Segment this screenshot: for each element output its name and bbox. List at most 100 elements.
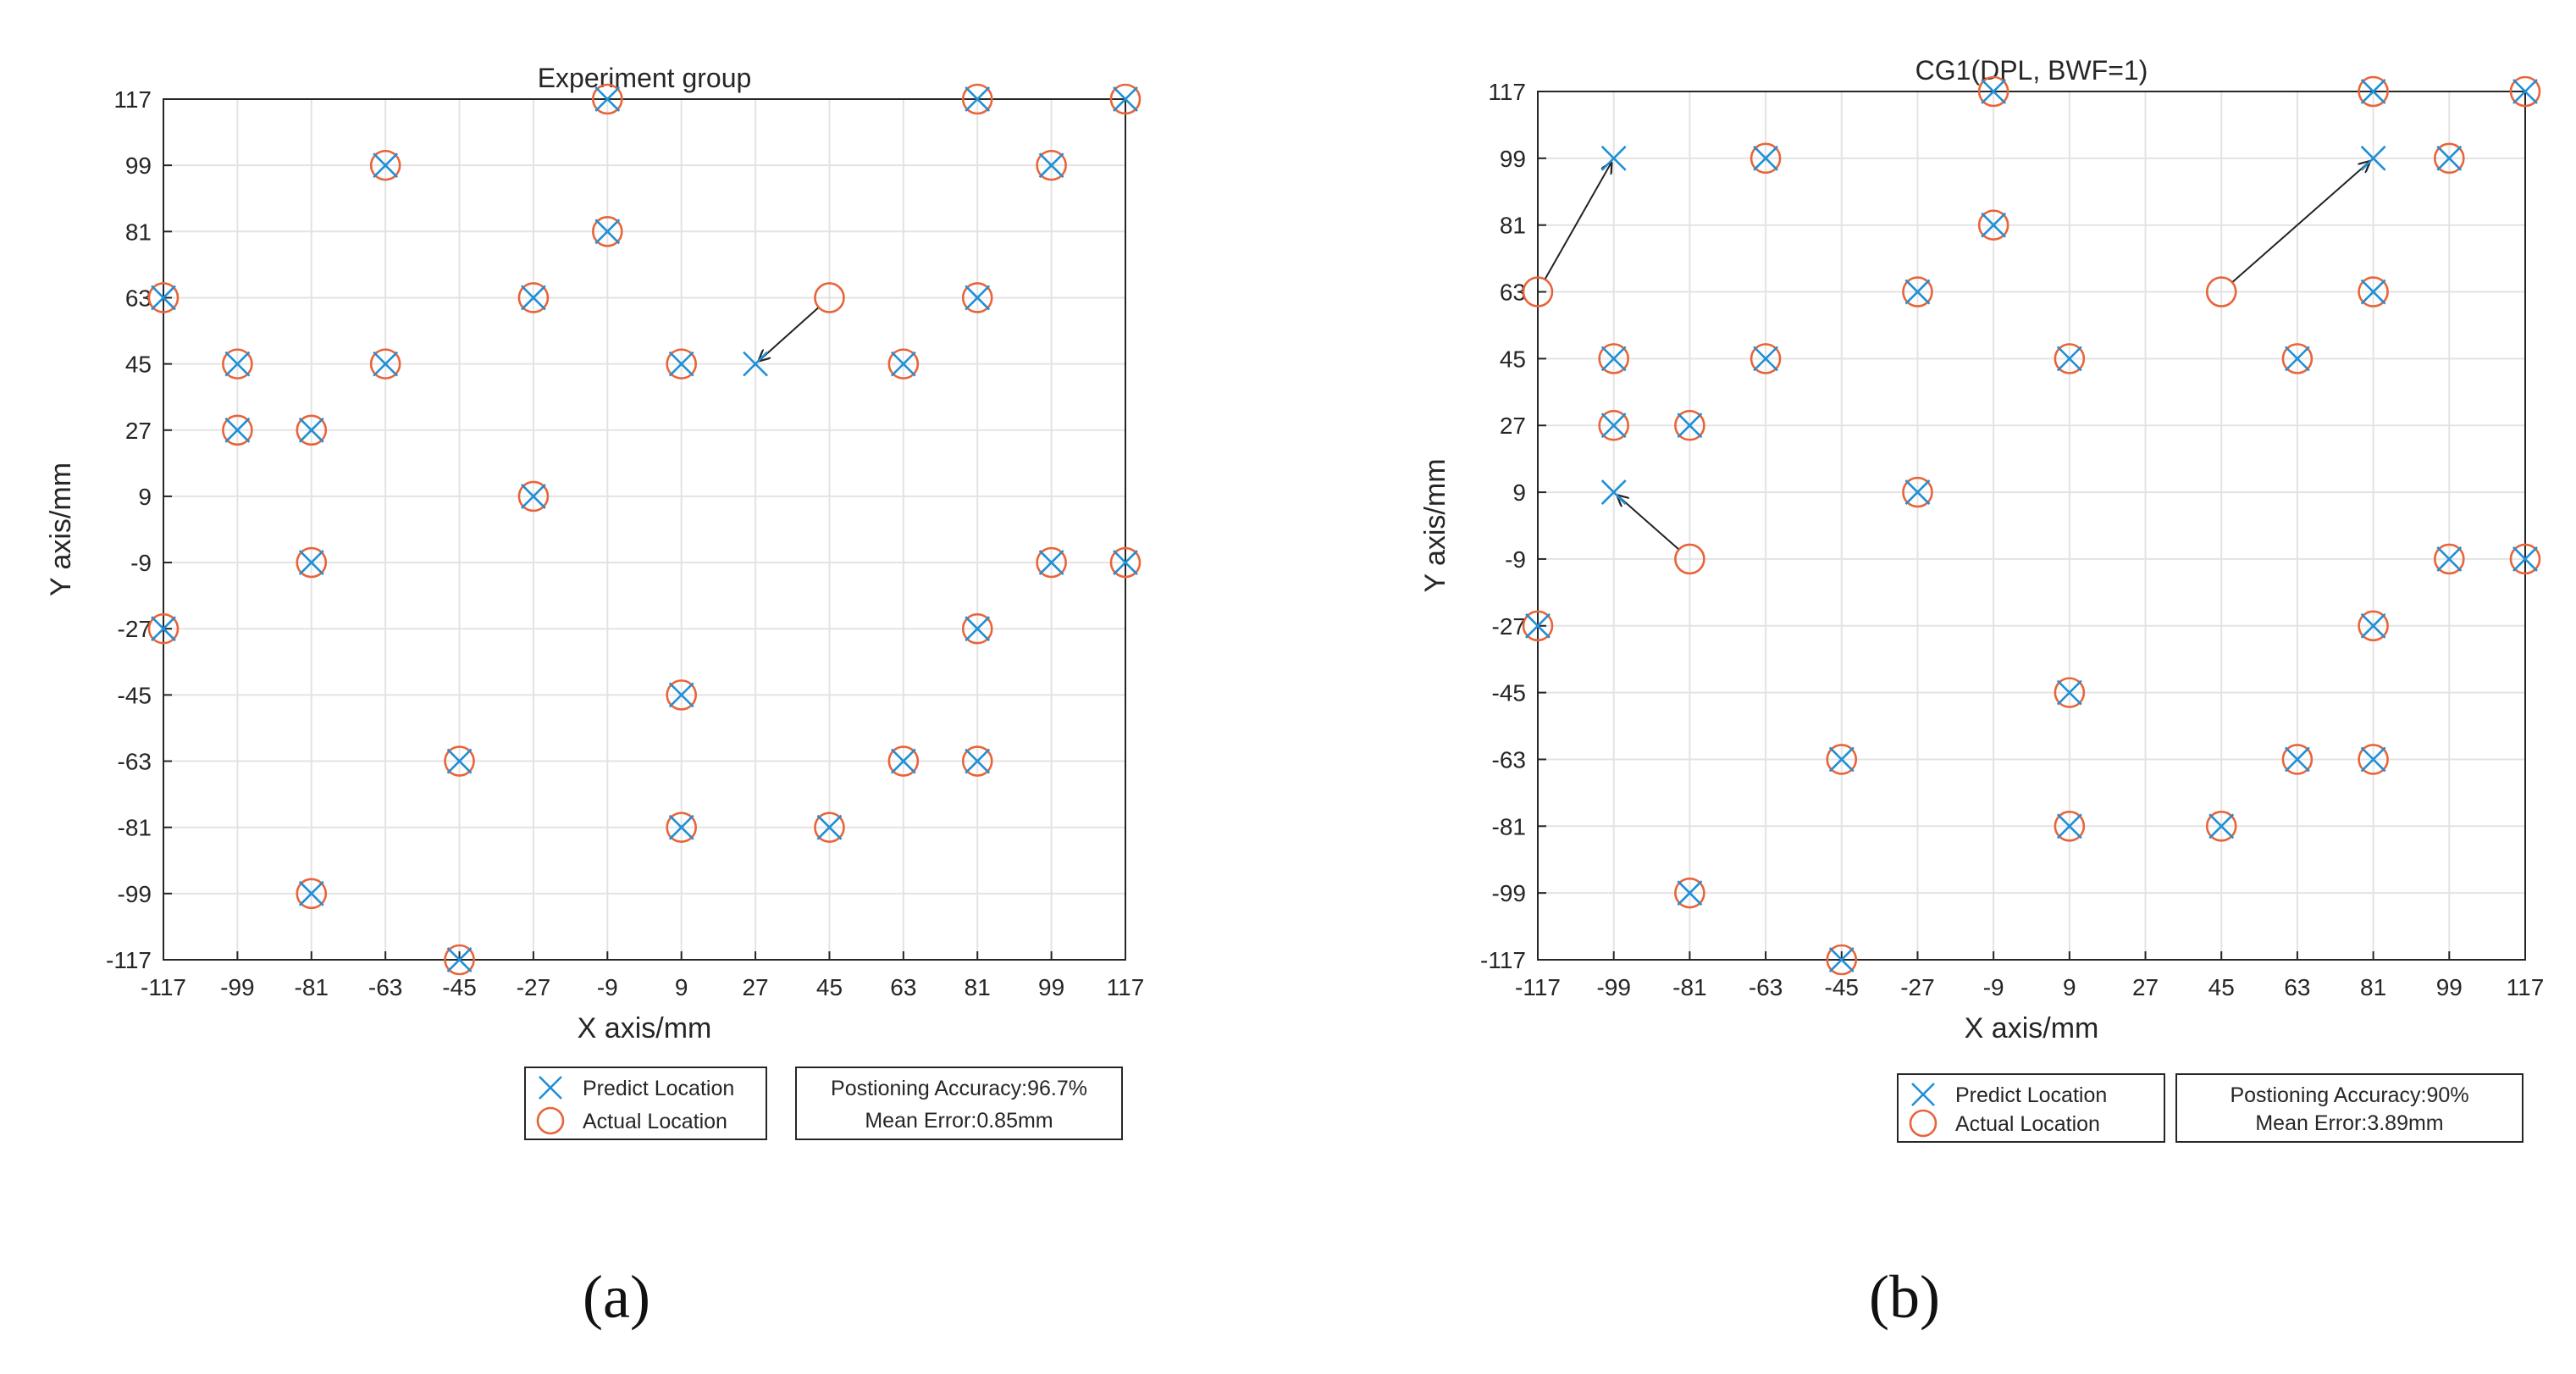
predict-location-marker [1828, 947, 1855, 972]
legend-actual-icon [536, 1106, 565, 1135]
actual-location-marker [1826, 944, 1858, 976]
x-tick-label: -117 [141, 974, 186, 1000]
actual-location-marker [444, 944, 475, 976]
actual-location-marker [1977, 209, 2009, 241]
y-tick-label: 117 [1488, 79, 1526, 105]
x-tick-label: 45 [2208, 974, 2235, 1000]
actual-location-marker [1522, 276, 1554, 307]
x-tick-label: -63 [1749, 974, 1783, 1000]
predict-location-marker [1753, 145, 1778, 171]
predict-location-marker [446, 947, 473, 972]
x-tick-label: -117 [1515, 974, 1561, 1000]
predict-location-marker [2512, 546, 2538, 572]
actual-location-marker [1036, 546, 1067, 579]
actual-location-marker [2434, 543, 2465, 575]
actual-location-marker [2281, 343, 2313, 374]
predict-location-marker [2208, 813, 2235, 839]
y-tick-label: -81 [118, 815, 152, 841]
actual-location-marker [1674, 877, 1705, 909]
actual-location-marker [666, 812, 697, 843]
predict-location-marker [668, 682, 694, 708]
x-tick-label: -27 [1900, 974, 1934, 1000]
predict-location-marker [1677, 880, 1703, 906]
predict-location-marker [2360, 746, 2386, 773]
chart-title: Experiment group [538, 63, 752, 93]
actual-location-marker [369, 348, 401, 380]
y-tick-label: 117 [113, 86, 152, 113]
y-tick-label: 81 [125, 219, 152, 245]
mean-error-text: Mean Error:3.89mm [2255, 1111, 2443, 1135]
x-tick-label: 27 [2132, 974, 2159, 1000]
x-tick-label: 9 [675, 974, 688, 1000]
y-tick-label: 45 [125, 352, 152, 378]
actual-location-marker [592, 83, 623, 115]
predict-location-marker [298, 417, 324, 443]
x-tick-label: 117 [1107, 974, 1145, 1000]
actual-location-marker [2358, 610, 2389, 642]
actual-location-marker [1109, 546, 1142, 579]
y-tick-label: 27 [1500, 413, 1526, 439]
predict-location-marker [1600, 145, 1627, 171]
actual-location-marker [961, 83, 993, 115]
y-tick-label: 9 [1512, 479, 1526, 506]
legend-predict-label: Predict Location [583, 1077, 734, 1100]
predict-location-marker [1904, 279, 1931, 305]
panel-a: -117 -117 -99 -99 -81 -81 -63 -63 -45 -45 -27 -27 -9… [45, 63, 1145, 1331]
actual-location-marker [666, 348, 697, 380]
x-tick-label: -9 [1983, 974, 2004, 1000]
actual-location-marker [1674, 409, 1705, 441]
actual-location-marker [666, 679, 697, 711]
predict-location-marker [2512, 79, 2538, 104]
y-tick-label: -63 [118, 749, 152, 775]
predict-location-marker [224, 417, 251, 443]
actual-location-marker [2054, 343, 2086, 374]
x-tick-label: -63 [368, 974, 402, 1000]
x-tick-label: -9 [597, 974, 618, 1000]
legend-predict-icon [1911, 1083, 1935, 1106]
x-tick-label: -81 [295, 974, 329, 1000]
actual-location-marker [296, 414, 328, 446]
predict-location-marker [594, 86, 621, 112]
error-arrow [2232, 162, 2369, 283]
actual-location-marker [296, 878, 328, 910]
actual-location-marker [1598, 409, 1629, 441]
predict-location-marker [1600, 346, 1627, 372]
y-tick-label: 99 [125, 152, 152, 179]
predict-location-marker [2436, 145, 2463, 171]
predict-location-marker [594, 219, 621, 245]
y-tick-label: -27 [1492, 613, 1526, 640]
actual-location-marker [2205, 276, 2237, 307]
actual-location-marker [147, 282, 180, 313]
actual-location-marker [2358, 744, 2389, 775]
predict-location-marker [373, 351, 399, 377]
plot-area [163, 99, 1125, 960]
actual-location-marker [517, 282, 550, 313]
actual-location-marker [222, 348, 253, 380]
predict-location-marker [1753, 346, 1778, 372]
info-box [795, 1067, 1123, 1140]
x-tick-label: -45 [1825, 974, 1859, 1000]
y-tick-label: 63 [125, 285, 152, 311]
panel-label: (b) [1869, 1263, 1940, 1331]
y-tick-label: -81 [1492, 813, 1526, 839]
actual-location-marker [1598, 343, 1629, 374]
actual-location-marker [2434, 142, 2465, 175]
predict-location-marker [743, 351, 768, 377]
predict-location-marker [965, 285, 991, 311]
predict-location-marker [1904, 479, 1931, 505]
legend-actual-icon [1909, 1109, 1938, 1138]
predict-location-marker [1677, 413, 1703, 439]
predict-location-marker [890, 748, 916, 774]
predict-location-marker [1600, 413, 1627, 439]
predict-location-marker [298, 880, 324, 906]
error-arrow [1545, 163, 1611, 280]
actual-location-marker [2054, 677, 2086, 708]
x-tick-label: -99 [1596, 974, 1630, 1000]
actual-location-marker [2509, 75, 2541, 108]
predict-location-marker [521, 484, 546, 509]
predict-location-marker [1981, 212, 2007, 238]
predict-location-marker [668, 814, 694, 840]
x-tick-label: 27 [742, 974, 768, 1000]
x-tick-label: 99 [1038, 974, 1064, 1000]
actual-location-marker [961, 612, 993, 645]
